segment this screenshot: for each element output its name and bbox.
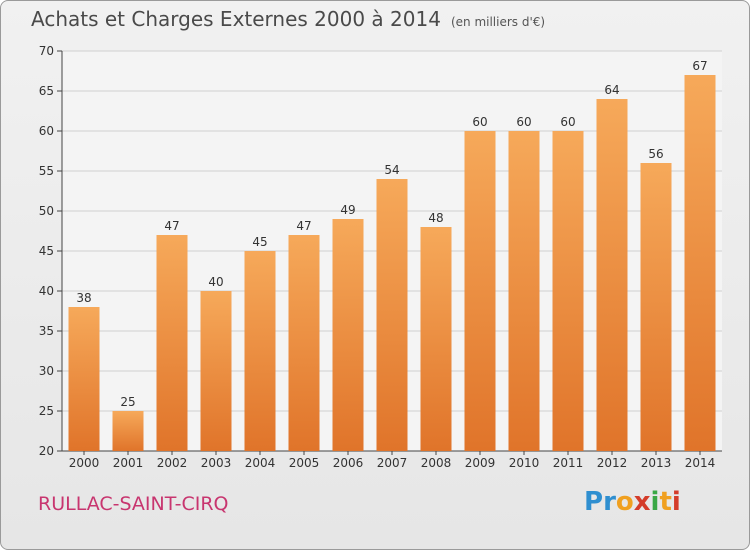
data-label: 67 [692,59,707,73]
x-tick-label: 2004 [245,456,276,470]
bar [244,251,276,451]
logo-letter: i [671,487,681,517]
logo-letter: o [615,487,634,517]
x-tick-label: 2012 [597,456,628,470]
data-label: 60 [516,115,531,129]
y-tick-label: 20 [39,444,54,458]
bar [464,131,496,451]
y-tick-label: 25 [39,404,54,418]
data-label: 54 [384,163,399,177]
data-label: 60 [472,115,487,129]
logo-letter: i [650,487,660,517]
bar [552,131,584,451]
logo-letter: r [603,487,616,517]
data-label: 48 [428,211,443,225]
x-tick-label: 2009 [465,456,496,470]
x-tick-label: 2010 [509,456,540,470]
x-tick-label: 2000 [69,456,100,470]
bar [200,291,232,451]
data-label: 47 [296,219,311,233]
data-label: 47 [164,219,179,233]
data-label: 38 [76,291,91,305]
data-label: 56 [648,147,663,161]
bar [156,235,188,451]
x-tick-label: 2007 [377,456,408,470]
y-tick-label: 35 [39,324,54,338]
y-tick-label: 55 [39,164,54,178]
bar [112,411,144,451]
bar [508,131,540,451]
proxiti-logo[interactable]: Proxiti [584,487,681,517]
data-label: 45 [252,235,267,249]
x-tick-label: 2002 [157,456,188,470]
y-tick-label: 30 [39,364,54,378]
data-label: 49 [340,203,355,217]
x-tick-label: 2005 [289,456,320,470]
y-tick-label: 45 [39,244,54,258]
y-tick-label: 65 [39,84,54,98]
bar [640,163,672,451]
logo-letter: t [659,487,672,517]
logo-letter: P [584,487,604,517]
city-name: RULLAC-SAINT-CIRQ [38,493,229,515]
x-tick-label: 2011 [553,456,584,470]
bar [332,219,364,451]
data-label: 40 [208,275,223,289]
chart-unit: (en milliers d'€) [450,15,546,29]
bar [376,179,408,451]
x-tick-label: 2001 [113,456,144,470]
bar [420,227,452,451]
x-tick-label: 2013 [641,456,672,470]
bar [596,99,628,451]
data-label: 64 [604,83,619,97]
data-label: 60 [560,115,575,129]
bar [684,75,716,451]
chart-title: Achats et Charges Externes 2000 à 2014 (e… [31,7,545,31]
bar [288,235,320,451]
x-tick-label: 2008 [421,456,452,470]
x-tick-label: 2006 [333,456,364,470]
chart-title-text: Achats et Charges Externes 2000 à 2014 [31,7,441,31]
x-tick-label: 2014 [685,456,716,470]
y-tick-label: 40 [39,284,54,298]
y-tick-label: 50 [39,204,54,218]
y-tick-label: 70 [39,44,54,58]
data-label: 25 [120,395,135,409]
bar [68,307,100,451]
y-tick-label: 60 [39,124,54,138]
logo-letter: x [633,487,651,517]
x-tick-label: 2003 [201,456,232,470]
